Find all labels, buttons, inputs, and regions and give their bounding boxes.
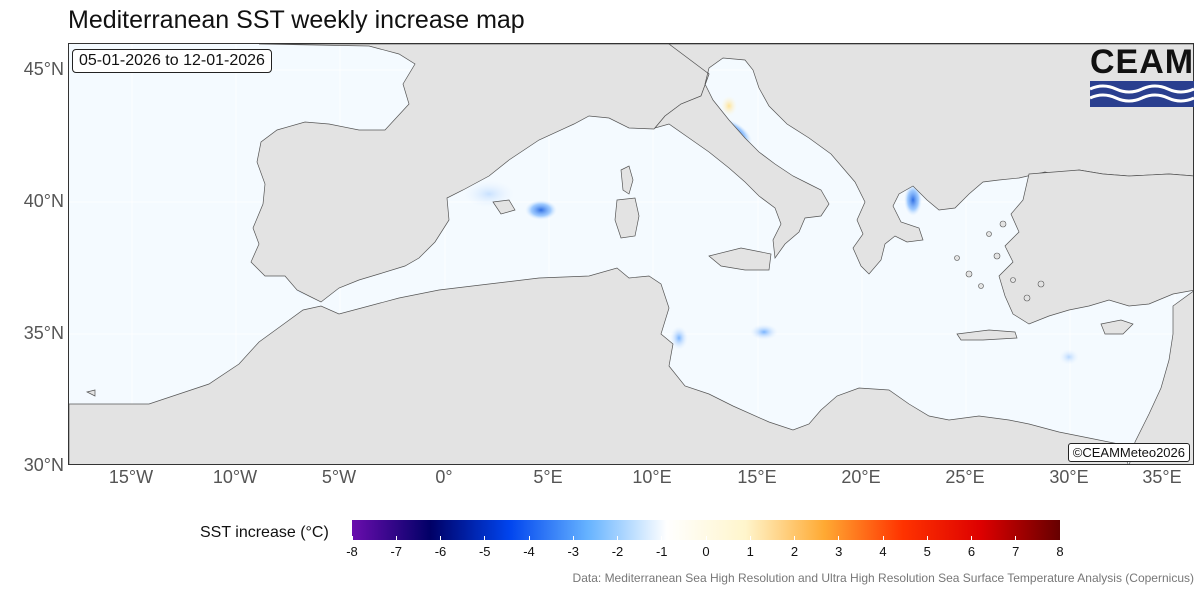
colorbar-tick-label: -2 — [611, 544, 624, 559]
colorbar-tick-label: 7 — [1012, 544, 1020, 559]
lon-tick-15w: 15°W — [108, 467, 154, 487]
lon-tick-35e: 35°E — [1142, 467, 1182, 487]
land-crete — [956, 329, 1018, 341]
colorbar-tick-label: 6 — [967, 544, 976, 559]
lat-tick-45: 45°N — [23, 59, 64, 79]
colorbar-tick-label: -3 — [567, 544, 580, 559]
land-levant — [1129, 291, 1193, 464]
colorbar-tick-mark — [794, 536, 795, 540]
land-anatolia — [998, 169, 1193, 325]
colorbar-tick-label: -8 — [346, 544, 358, 559]
lon-tick-5w: 5°W — [321, 467, 357, 487]
colorbar-tick-mark — [395, 536, 397, 540]
colorbar-tick-mark — [617, 536, 618, 540]
anomaly-gabes — [670, 326, 688, 350]
land-sardinia — [614, 197, 640, 239]
colorbar-tick-mark — [882, 536, 884, 540]
lat-tick-35: 35°N — [23, 323, 64, 343]
colorbar — [352, 520, 1060, 540]
colorbar-tick-mark — [705, 536, 707, 540]
land-sicily — [708, 247, 772, 271]
anomaly-malta — [750, 324, 778, 340]
colorbar-tick-mark — [351, 536, 353, 540]
lon-tick-25e: 25°E — [945, 467, 985, 487]
land — [69, 44, 1193, 464]
date-range-label: 05-01-2026 to 12-01-2026 — [72, 49, 272, 73]
map-canvas — [69, 44, 1193, 464]
lon-tick-0: 0° — [435, 467, 453, 487]
land-europe-west — [250, 44, 710, 303]
lon-tick-30e: 30°E — [1049, 467, 1089, 487]
colorbar-tick-mark — [838, 536, 840, 540]
anomaly-thermaic — [904, 184, 922, 216]
land-italy-balkans — [654, 44, 1193, 275]
map-title: Mediterranean SST weekly increase map — [68, 6, 525, 34]
colorbar-tick-label: -1 — [655, 544, 668, 559]
colorbar-tick-label: 2 — [790, 544, 799, 559]
land-corsica — [620, 165, 634, 195]
lat-tick-40: 40°N — [23, 191, 64, 211]
lon-tick-5e: 5°E — [533, 467, 563, 487]
land-cyprus — [1100, 319, 1134, 335]
land-africa — [69, 267, 1129, 464]
source-note: Data: Mediterranean Sea High Resolution … — [572, 571, 1194, 585]
colorbar-tick-label: -7 — [390, 544, 403, 559]
anomaly-adriatic-warm — [721, 96, 737, 116]
lon-tick-10e: 10°E — [632, 467, 672, 487]
anomaly-balearic — [525, 200, 557, 220]
colorbar-tick-mark — [661, 536, 663, 540]
aegean-islands — [954, 220, 1045, 302]
colorbar-tick-label: 0 — [702, 544, 710, 559]
colorbar-tick-label: 1 — [746, 544, 754, 559]
colorbar-tick-label: -6 — [434, 544, 447, 559]
colorbar-tick-mark — [749, 536, 751, 540]
lat-tick-30: 30°N — [23, 455, 64, 475]
colorbar-tick-label: -5 — [478, 544, 491, 559]
colorbar-tick-mark — [1015, 536, 1017, 540]
colorbar-tick-label: 5 — [923, 544, 931, 559]
colorbar-tick-mark — [971, 536, 972, 540]
colorbar-tick-label: -4 — [523, 544, 535, 559]
ceam-logo: CEAM — [1090, 45, 1194, 109]
colorbar-tick-mark — [1059, 536, 1061, 540]
map-panel — [68, 43, 1194, 465]
colorbar-tick-label: 4 — [879, 544, 887, 559]
credit-label: ©CEAMMeteo2026 — [1067, 443, 1190, 462]
logo-waves-icon — [1090, 81, 1194, 107]
lon-tick-10w: 10°W — [212, 467, 258, 487]
colorbar-tick-mark — [572, 536, 574, 540]
colorbar-tick-label: 8 — [1056, 544, 1064, 559]
legend-label: SST increase (°C) — [200, 524, 329, 541]
colorbar-tick-mark — [440, 536, 441, 540]
colorbar-tick-mark — [926, 536, 928, 540]
lon-tick-20e: 20°E — [841, 467, 881, 487]
colorbar-tick-mark — [484, 536, 486, 540]
land-mallorca — [492, 199, 516, 215]
lon-tick-15e: 15°E — [737, 467, 777, 487]
colorbar-tick-mark — [528, 536, 530, 540]
colorbar-tick-label: 3 — [835, 544, 843, 559]
land-canaries — [85, 389, 96, 397]
logo-text: CEAM — [1090, 43, 1195, 81]
